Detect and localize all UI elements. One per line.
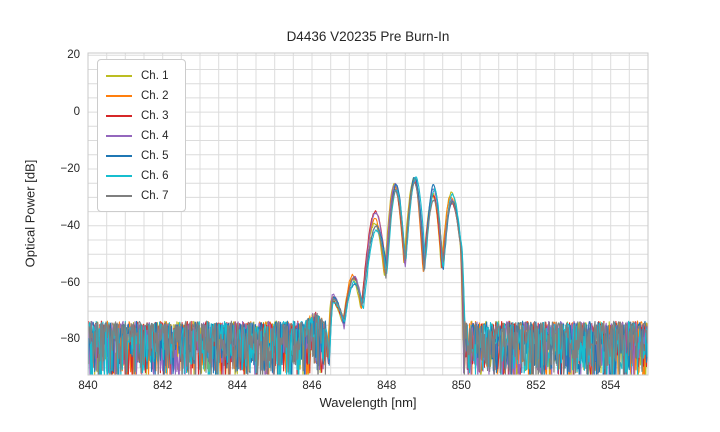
y-tick-label: 0 [73,106,80,119]
x-tick-label: 846 [302,380,322,392]
series-lines [88,176,648,375]
legend-item: Ch. 6 [98,166,185,186]
legend-line-swatch [106,175,132,177]
x-tick-label: 854 [601,380,621,392]
x-axis-label: Wavelength [nm] [319,395,417,410]
legend-item: Ch. 3 [98,106,185,126]
legend-item: Ch. 4 [98,126,185,146]
x-tick-label: 844 [227,380,247,392]
y-tick-label: −40 [60,219,80,232]
legend-item: Ch. 1 [98,66,185,86]
legend-label: Ch. 3 [141,110,169,122]
legend-line-swatch [106,95,132,97]
legend-label: Ch. 7 [141,190,169,202]
x-tick-label: 842 [153,380,173,392]
y-tick-label: −60 [60,276,80,289]
x-tick-label: 852 [526,380,546,392]
axes-spine [87,52,649,376]
legend-label: Ch. 2 [141,90,169,102]
y-tick-label: −80 [60,333,80,346]
legend-item: Ch. 5 [98,146,185,166]
legend-line-swatch [106,115,132,117]
legend-item: Ch. 7 [98,186,185,206]
legend-label: Ch. 4 [141,130,169,142]
legend-label: Ch. 1 [141,70,169,82]
x-tick-label: 840 [78,380,98,392]
legend-line-swatch [106,155,132,157]
y-tick-label: 20 [67,49,80,62]
chart-title: D4436 V20235 Pre Burn-In [286,29,450,44]
legend-label: Ch. 6 [141,170,169,182]
series-line-chchchch7 [88,181,648,375]
legend-line-swatch [106,75,132,77]
legend: Ch. 1 Ch. 2 Ch. 3 Ch. 4 Ch. 5 Ch. 6 Ch. 7 [97,59,186,212]
y-tick-label: −20 [60,162,80,175]
y-axis-label: Optical Power [dB] [22,159,38,268]
legend-item: Ch. 2 [98,86,185,106]
legend-line-swatch [106,195,132,197]
legend-label: Ch. 5 [141,150,169,162]
x-tick-label: 850 [451,380,471,392]
legend-line-swatch [106,135,132,137]
x-tick-label: 848 [377,380,397,392]
